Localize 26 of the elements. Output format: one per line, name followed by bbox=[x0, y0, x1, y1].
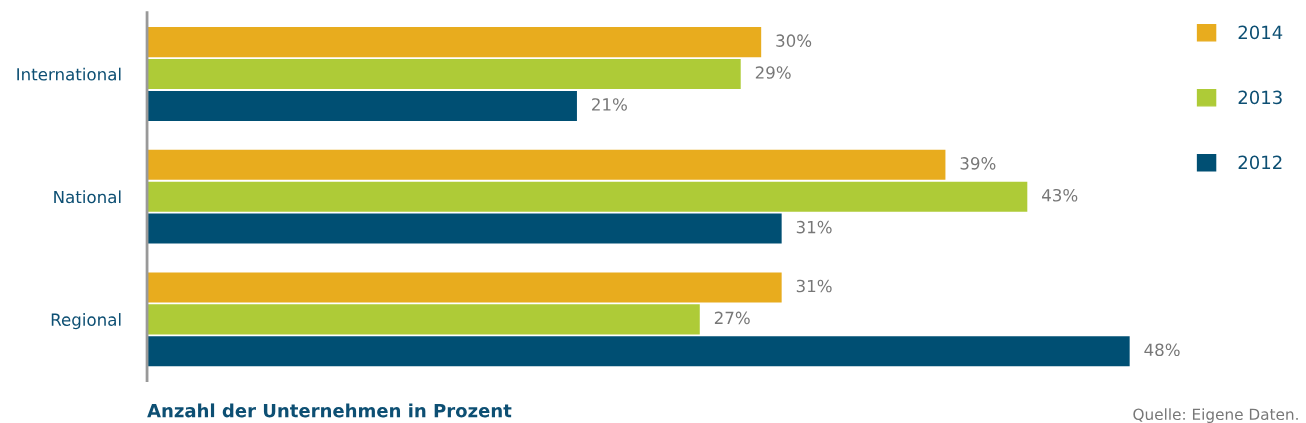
bar bbox=[147, 90, 577, 121]
data-label: 43% bbox=[1042, 188, 1078, 202]
text: Anzahl der Unternehmen in Prozent bbox=[147, 403, 512, 418]
data-label: 31% bbox=[796, 279, 832, 293]
data-label: 48% bbox=[1144, 343, 1180, 357]
bar bbox=[147, 27, 762, 58]
bar bbox=[147, 59, 741, 90]
y-tick-label: National bbox=[54, 190, 121, 204]
data-label: 30% bbox=[776, 34, 812, 47]
legend-label: 2014 bbox=[1238, 25, 1283, 40]
bar bbox=[147, 149, 946, 180]
data-label: 31% bbox=[796, 220, 832, 234]
legend-label: 2013 bbox=[1238, 90, 1282, 105]
bar bbox=[147, 213, 782, 244]
legend-label: 2012 bbox=[1238, 155, 1282, 170]
data-label: 39% bbox=[960, 157, 996, 170]
bar bbox=[147, 304, 700, 335]
y-tick-label: Regional bbox=[51, 313, 121, 330]
data-label: 27% bbox=[714, 311, 750, 325]
y-tick-label: International bbox=[17, 67, 121, 81]
bar bbox=[147, 272, 782, 303]
bar bbox=[147, 336, 1130, 367]
data-label: 21% bbox=[592, 98, 627, 111]
data-label: 29% bbox=[755, 66, 791, 79]
source-note: Quelle: Eigene Daten. bbox=[1133, 408, 1298, 423]
bar bbox=[147, 181, 1028, 212]
